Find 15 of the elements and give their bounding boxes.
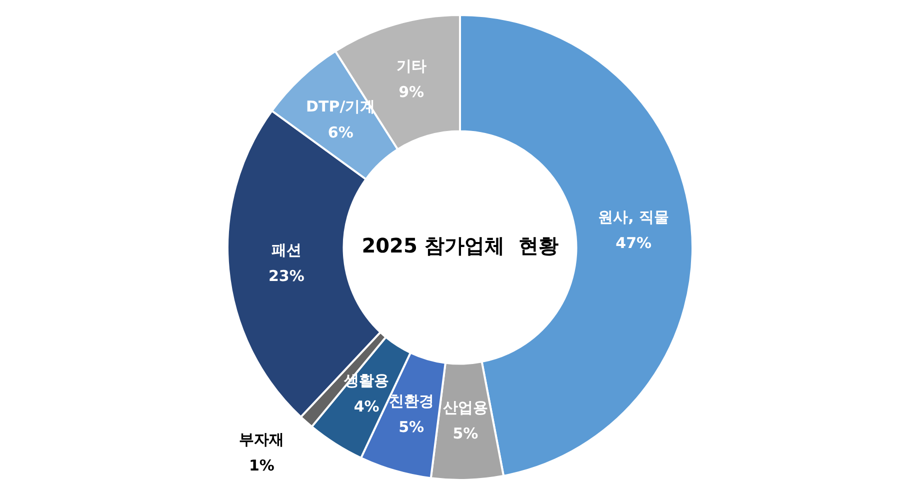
slice-label: 부자재: [239, 430, 284, 448]
data-label: 23%: [268, 266, 304, 285]
data-label: 47%: [616, 234, 652, 252]
slice-label: 패션: [271, 240, 302, 259]
data-label: 4%: [354, 398, 380, 416]
data-label: 5%: [398, 418, 424, 436]
slice-label: 산업용: [442, 398, 488, 417]
slice-label: 원사, 직물: [598, 208, 670, 226]
slice-label: 친환경: [388, 392, 434, 410]
text: 2025 참가업체 현황: [362, 234, 558, 258]
data-label: 9%: [398, 82, 424, 101]
data-label: 5%: [452, 424, 478, 443]
data-label: 1%: [248, 456, 274, 474]
slice-label: 기타: [396, 56, 426, 75]
data-label: 6%: [328, 123, 354, 142]
